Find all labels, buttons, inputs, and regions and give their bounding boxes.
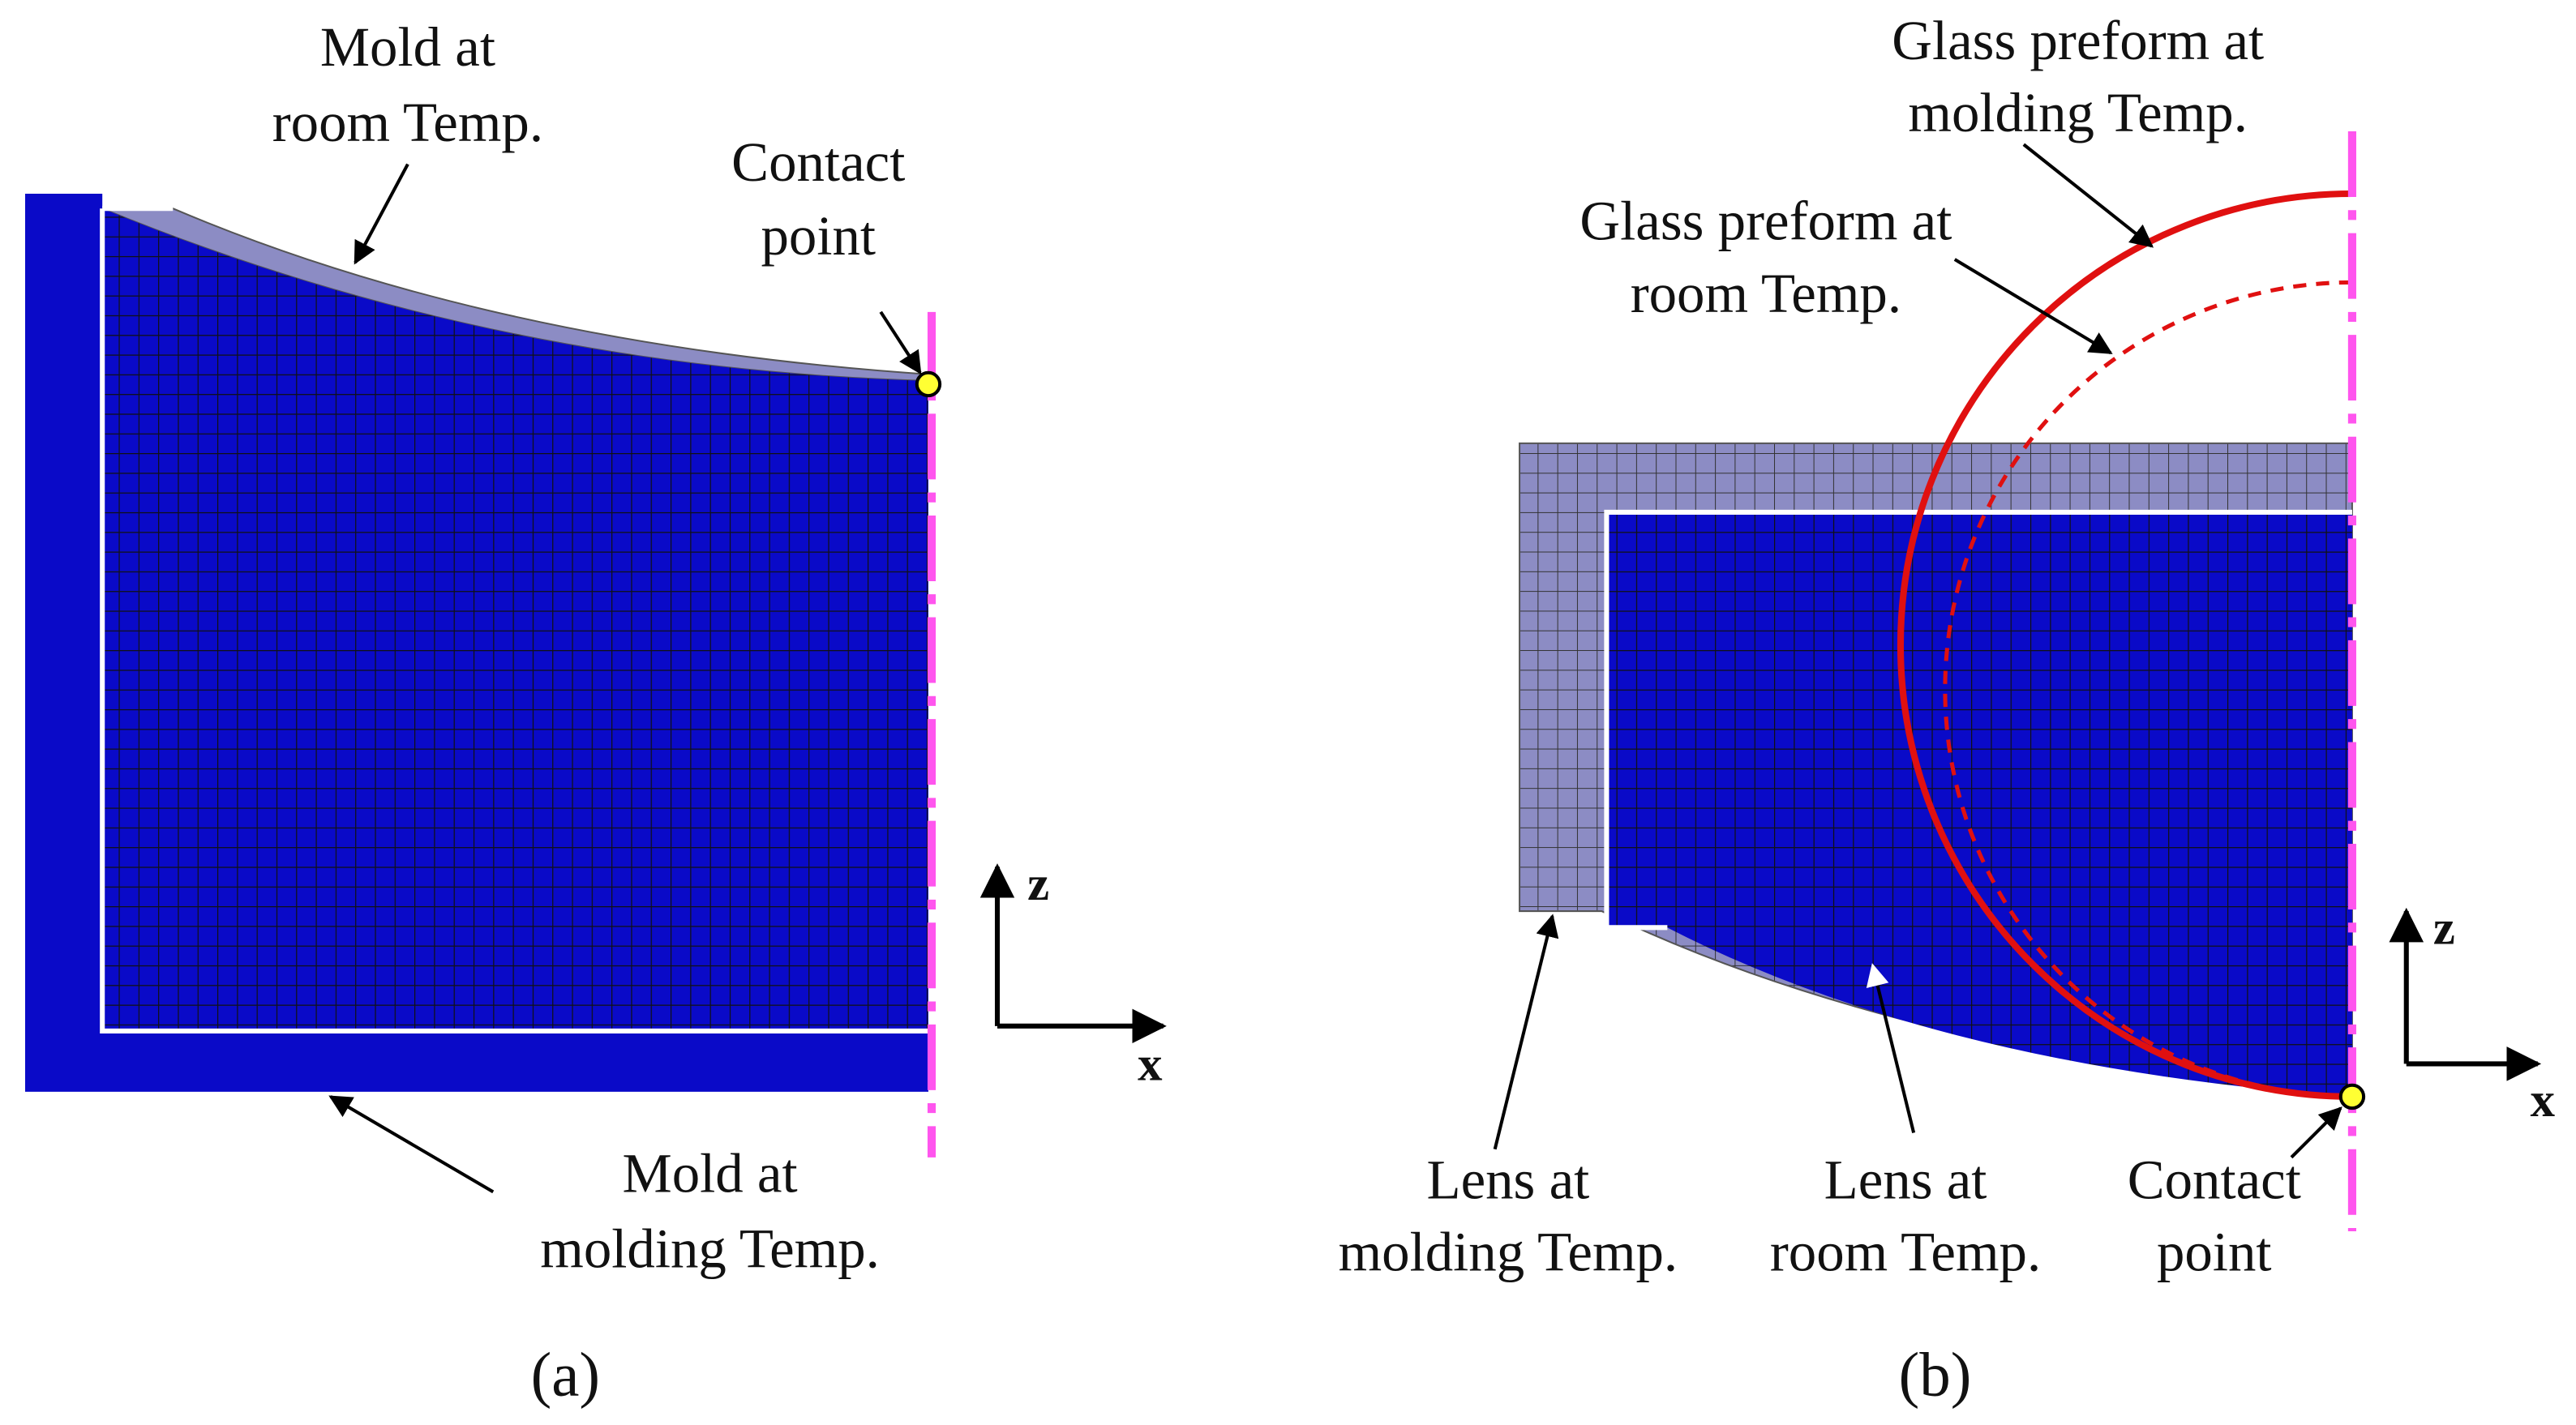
axis-label: z <box>1027 857 1049 911</box>
axis-label: x <box>2531 1073 2556 1128</box>
border <box>1604 509 2352 931</box>
label: room Temp. <box>272 92 543 153</box>
label: Lens at <box>1824 1149 1987 1211</box>
border <box>100 208 928 1033</box>
label: Contact <box>2128 1149 2301 1211</box>
arrow <box>1953 258 2113 355</box>
arrow <box>879 310 922 375</box>
label: point <box>2157 1222 2272 1283</box>
axis-label: z <box>2433 901 2455 956</box>
contact-point <box>2338 1083 2366 1110</box>
label: Mold at <box>320 16 495 78</box>
label: point <box>761 205 876 267</box>
lens-room <box>1606 511 2352 1097</box>
arrow <box>2290 1106 2342 1159</box>
label: molding Temp. <box>1339 1222 1678 1283</box>
label: Contact <box>731 131 905 193</box>
arrow <box>1866 963 1916 1133</box>
label: Glass preform at <box>1892 10 2264 71</box>
label: room Temp. <box>1770 1222 2041 1283</box>
axis-label: x <box>1138 1038 1163 1092</box>
panel-a: Mold at room Temp. Contact point Mold at… <box>25 16 1167 1410</box>
caption: (a) <box>531 1340 600 1410</box>
label: Glass preform at <box>1579 190 1952 252</box>
contact-point <box>915 370 942 398</box>
caption: (b) <box>1899 1340 1972 1410</box>
mesh <box>102 208 928 1031</box>
label: Mold at <box>623 1142 798 1204</box>
arrow <box>328 1095 495 1194</box>
preform-molding <box>1897 190 2352 1100</box>
label: room Temp. <box>1631 263 1901 324</box>
label: Lens at <box>1427 1149 1590 1211</box>
arrow <box>1493 914 1559 1150</box>
label: molding Temp. <box>540 1218 880 1280</box>
arrow <box>2022 143 2154 248</box>
label: molding Temp. <box>1908 82 2248 143</box>
arrow <box>354 163 409 265</box>
panel-b: Glass preform at molding Temp. Glass pre… <box>1339 10 2556 1410</box>
